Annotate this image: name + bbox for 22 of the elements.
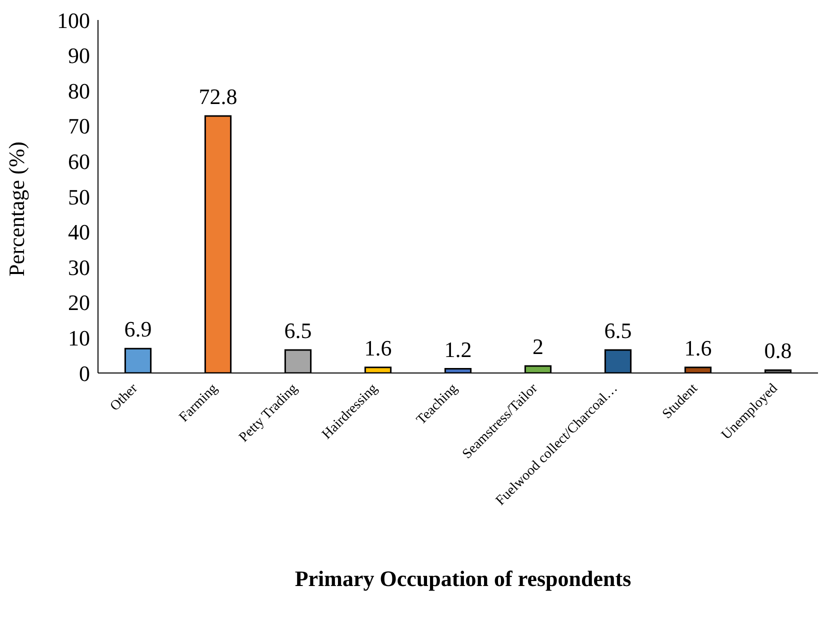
y-tick-label: 60 (68, 149, 90, 174)
x-axis-title: Primary Occupation of respondents (294, 566, 632, 592)
y-tick-label: 70 (68, 114, 90, 139)
data-label: 1.6 (364, 335, 392, 360)
data-label: 1.2 (444, 336, 472, 362)
y-tick-label: 90 (68, 43, 90, 68)
data-label: 6.5 (604, 318, 632, 344)
y-tick-label: 50 (68, 184, 90, 210)
y-tick-label: 20 (68, 290, 90, 316)
y-axis-title: Percentage (%) (4, 142, 29, 276)
y-tick-label: 80 (68, 78, 90, 104)
data-label: 72.8 (198, 84, 238, 110)
data-label: 6.5 (284, 318, 312, 344)
y-tick-label: 100 (57, 8, 90, 33)
y-tick-label: 10 (68, 326, 90, 351)
y-tick-label: 30 (68, 254, 90, 280)
data-label: 1.6 (684, 335, 712, 360)
y-tick-label: 40 (68, 220, 90, 245)
data-label: 6.9 (124, 316, 152, 342)
y-tick-label: 0 (79, 360, 90, 386)
data-label: 0.8 (764, 338, 792, 364)
data-label: 2 (532, 334, 544, 359)
